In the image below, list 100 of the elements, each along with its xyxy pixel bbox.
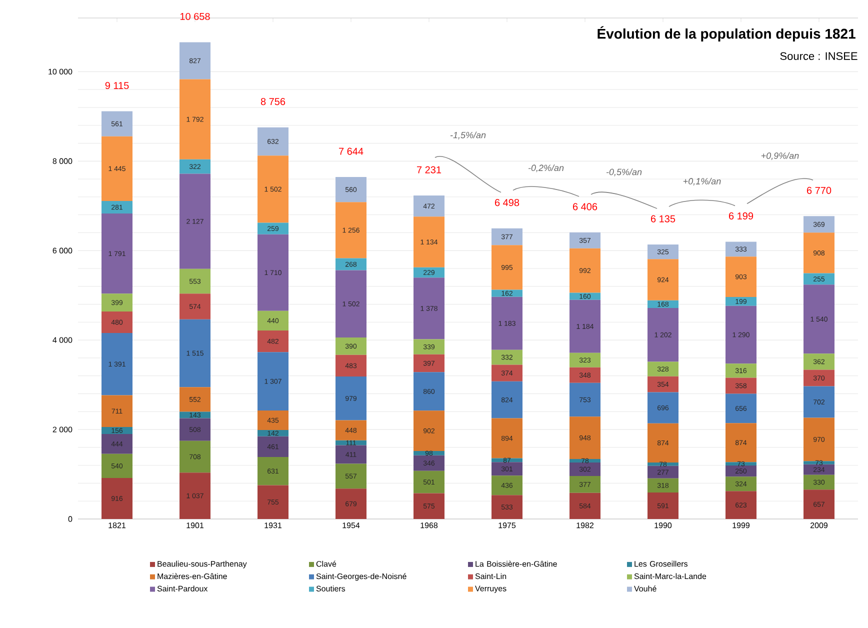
bar [648, 259, 678, 300]
bar [180, 174, 211, 269]
bar [414, 455, 445, 471]
x-tick-label: 1931 [264, 522, 282, 528]
legend-label: Beaulieu-sous-Parthenay [158, 560, 247, 568]
total-label: 6 498 [494, 199, 520, 206]
bar [804, 464, 834, 475]
bar [648, 423, 678, 462]
y-tick-label: 2 000 [52, 426, 72, 432]
x-tick-label: 1968 [420, 522, 438, 528]
bar [570, 248, 600, 293]
bar [804, 461, 834, 464]
total-label: 6 406 [572, 203, 598, 210]
bar [258, 310, 289, 331]
bar [492, 296, 523, 350]
bar [414, 354, 445, 372]
total-label: 6 770 [806, 186, 832, 194]
bar [570, 382, 600, 417]
annotation: +0,1%/an [683, 178, 721, 186]
bar [570, 367, 600, 383]
legend-label: Saint-Lin [475, 573, 506, 580]
bar [258, 436, 289, 457]
y-tick-label: 8 000 [52, 158, 72, 164]
bar [570, 232, 600, 248]
bar [492, 381, 523, 418]
bar [804, 370, 834, 386]
bar [492, 364, 523, 382]
annotation: Source : INSEE [780, 52, 858, 60]
bar [648, 466, 678, 478]
bar [336, 354, 366, 377]
bar [258, 456, 289, 486]
bar [102, 395, 133, 428]
bar [804, 474, 834, 490]
bar [726, 476, 756, 492]
bar [336, 488, 366, 519]
bar [414, 450, 445, 456]
annotation: -0,2%/an [528, 164, 564, 172]
legend-label: Saint-Marc-la-Lande [634, 573, 706, 580]
bar [180, 79, 211, 160]
bar [726, 423, 756, 462]
bar [258, 156, 289, 223]
bar [804, 273, 834, 285]
bar [102, 214, 133, 294]
x-tick-label: 1975 [498, 522, 516, 528]
bar [102, 454, 133, 478]
bar [726, 306, 756, 364]
bar [648, 376, 678, 392]
legend-label: Mazières-en-Gâtine [158, 573, 227, 580]
bar [180, 387, 211, 412]
bar [258, 485, 289, 519]
x-tick-label: 1901 [186, 522, 204, 528]
bar [180, 418, 211, 441]
bar [102, 200, 133, 214]
bar [414, 410, 445, 451]
annotation: +0,9%/an [761, 152, 799, 160]
bar [102, 294, 133, 312]
bar [336, 337, 366, 355]
bar [102, 332, 133, 396]
bar [258, 222, 289, 234]
y-tick-label: 10 000 [48, 68, 72, 74]
bar [102, 427, 133, 434]
bar [336, 464, 366, 489]
x-tick-label: 1982 [576, 522, 594, 528]
bar [804, 284, 834, 354]
total-label: 6 135 [650, 215, 676, 222]
y-tick-label: 0 [68, 516, 72, 522]
bar [336, 376, 366, 420]
bar [336, 440, 366, 446]
bar [726, 491, 756, 519]
bar [492, 245, 523, 290]
bar [570, 416, 600, 459]
bar [180, 319, 211, 388]
bar [648, 300, 678, 308]
bar [492, 228, 523, 246]
x-tick-label: 1990 [654, 522, 672, 528]
bar [492, 350, 523, 365]
bar [804, 354, 834, 370]
total-label: 10 658 [180, 12, 210, 20]
bar [180, 42, 211, 80]
y-tick-label: 6 000 [52, 248, 72, 254]
bar [648, 362, 678, 376]
bar [726, 364, 756, 378]
bar [414, 493, 445, 519]
bar [726, 256, 756, 297]
total-label: 9 115 [105, 82, 129, 90]
bar [726, 394, 756, 424]
bar [648, 492, 678, 519]
total-label: 7 644 [339, 148, 364, 155]
bar [102, 478, 133, 519]
bar [102, 111, 133, 136]
bar [414, 372, 445, 411]
bar [804, 232, 834, 274]
bar [570, 352, 600, 368]
legend-label: Vouhé [634, 586, 656, 592]
bar [648, 244, 678, 260]
total-label: 8 756 [260, 98, 286, 106]
bar [726, 296, 756, 306]
legend-label: Verruyes [475, 586, 506, 593]
bar [492, 462, 523, 476]
bar [414, 470, 445, 494]
